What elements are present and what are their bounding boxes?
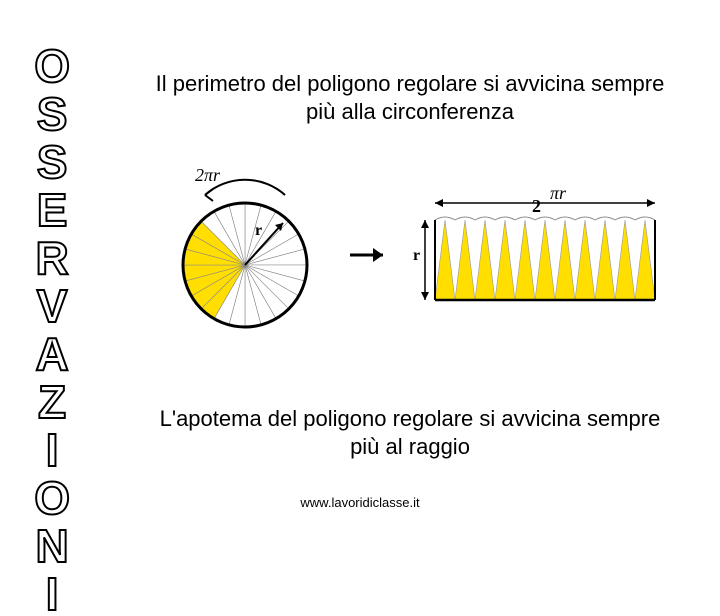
footer-url: www.lavoridiclasse.it xyxy=(0,495,720,510)
svg-text:2πr: 2πr xyxy=(195,165,221,185)
svg-text:r: r xyxy=(413,247,420,264)
top-paragraph: Il perimetro del poligono regolare si av… xyxy=(150,70,670,125)
content-area: Il perimetro del poligono regolare si av… xyxy=(150,70,670,460)
transform-arrow-icon xyxy=(345,235,395,275)
svg-text:r: r xyxy=(255,222,262,239)
svg-text:πr: πr xyxy=(550,185,567,203)
circle-diagram: 2πr r xyxy=(155,165,335,345)
diagram-container: 2πr r πr r xyxy=(150,165,670,345)
width-label-prefix: 2 xyxy=(532,196,541,217)
vertical-title: OSSERVAZIONI xyxy=(32,40,71,616)
bottom-paragraph: L'apotema del poligono regolare si avvic… xyxy=(150,405,670,460)
